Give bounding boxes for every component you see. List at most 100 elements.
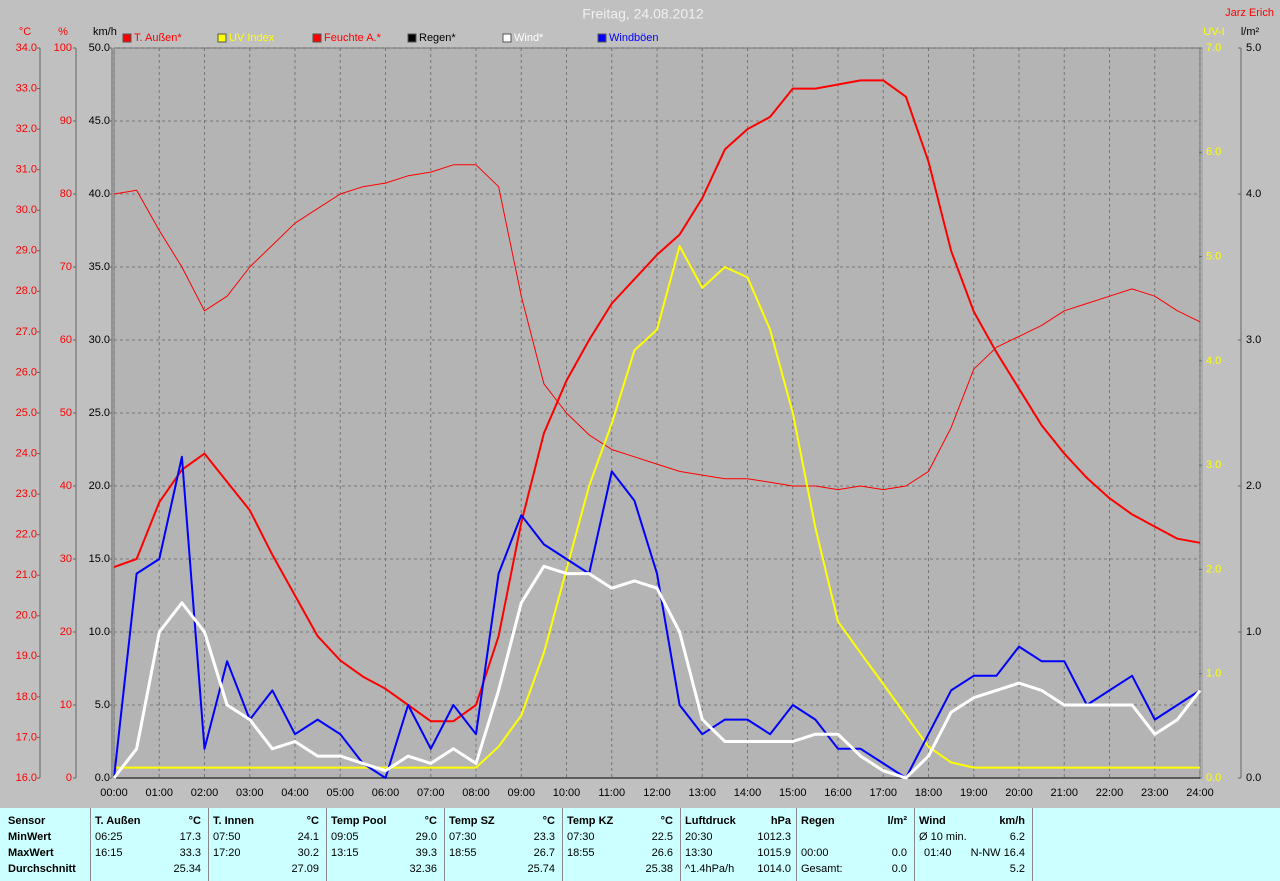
legend-swatch	[597, 33, 607, 43]
x-tick-label: 20:00	[1005, 787, 1033, 799]
column-unit: °C	[424, 815, 437, 827]
legend-swatch	[407, 33, 417, 43]
x-tick-label: 22:00	[1096, 787, 1124, 799]
cell-value: 25.74	[527, 863, 555, 875]
cell-value: 22.5	[651, 831, 673, 843]
legend-label: Windböen	[609, 32, 659, 44]
y-tick-label: 70	[60, 261, 72, 273]
column-separator	[914, 808, 915, 881]
column-header: Wind	[919, 815, 946, 827]
cell-value: 6.2	[1009, 831, 1025, 843]
y-tick-label: 6.0	[1206, 146, 1221, 158]
y-tick-label: 22.0	[16, 529, 37, 541]
y-tick-label: 29.0	[16, 245, 37, 257]
y-tick-label: 25.0	[16, 407, 37, 419]
column-header: T. Innen	[213, 815, 254, 827]
y-tick-label: 10	[60, 699, 72, 711]
legend-label: Feuchte A.*	[324, 32, 382, 44]
row-label: MaxWert	[8, 847, 54, 859]
y-tick-label: 40.0	[89, 188, 110, 200]
legend-label: Regen*	[419, 32, 456, 44]
x-tick-label: 07:00	[417, 787, 445, 799]
y-tick-label: 0.0	[1246, 772, 1261, 784]
y-tick-label: 24.0	[16, 447, 37, 459]
cell-value: 29.0	[415, 831, 437, 843]
column-header: Temp KZ	[567, 815, 614, 827]
cell-time: 18:55	[449, 847, 477, 859]
column-unit: °C	[306, 815, 319, 827]
axis-unit: %	[58, 26, 68, 38]
summary-table: Sensor MinWert MaxWert Durchschnitt T. Außen…	[0, 808, 1280, 881]
y-tick-label: 1.0	[1246, 626, 1261, 638]
y-tick-label: 4.0	[1246, 188, 1261, 200]
y-tick-label: 50	[60, 407, 72, 419]
cell-time: 17:20	[213, 847, 241, 859]
x-tick-label: 04:00	[281, 787, 309, 799]
y-tick-label: 27.0	[16, 326, 37, 338]
y-tick-label: 10.0	[89, 626, 110, 638]
column-separator	[1032, 808, 1033, 881]
y-tick-label: 60	[60, 334, 72, 346]
y-tick-label: 5.0	[1246, 42, 1261, 54]
y-tick-label: 20.0	[16, 610, 37, 622]
axis-unit: l/m²	[1241, 26, 1260, 38]
y-tick-label: 45.0	[89, 115, 110, 127]
y-tick-label: 3.0	[1206, 459, 1221, 471]
y-tick-label: 80	[60, 188, 72, 200]
y-tick-label: 15.0	[89, 553, 110, 565]
y-tick-label: 18.0	[16, 691, 37, 703]
axis-unit: UV-I	[1203, 26, 1224, 38]
x-tick-label: 05:00	[326, 787, 354, 799]
cell-time: ^1.4hPa/h	[685, 863, 735, 875]
series-line	[113, 455, 1201, 779]
y-tick-label: 34.0	[16, 42, 37, 54]
y-tick-label: 28.0	[16, 285, 37, 297]
x-tick-label: 12:00	[643, 787, 671, 799]
cell-value: 17.3	[179, 831, 201, 843]
cell-value: 33.3	[179, 847, 201, 859]
x-tick-label: 03:00	[236, 787, 264, 799]
x-tick-label: 14:00	[734, 787, 762, 799]
column-header: T. Außen	[95, 815, 141, 827]
y-tick-label: 20.0	[89, 480, 110, 492]
cell-value: 1012.3	[757, 831, 791, 843]
x-tick-label: 16:00	[824, 787, 852, 799]
x-tick-label: 08:00	[462, 787, 490, 799]
axis-unit: °C	[19, 26, 31, 38]
legend-swatch	[502, 33, 512, 43]
x-tick-label: 15:00	[779, 787, 807, 799]
column-separator	[90, 808, 91, 881]
column-separator	[680, 808, 681, 881]
y-tick-label: 26.0	[16, 366, 37, 378]
cell-time: 13:15	[331, 847, 359, 859]
series-line	[112, 564, 1202, 780]
y-tick-label: 2.0	[1206, 563, 1221, 575]
legend-swatch	[312, 33, 322, 43]
cell-time: 09:05	[331, 831, 359, 843]
cell-value: N-NW 16.4	[970, 847, 1025, 859]
cell-value: 25.34	[173, 863, 201, 875]
cell-time: Ø 10 min.	[919, 831, 967, 843]
y-tick-label: 90	[60, 115, 72, 127]
cell-value: 26.7	[533, 847, 555, 859]
cell-value: 23.3	[533, 831, 555, 843]
y-tick-label: 4.0	[1206, 355, 1221, 367]
y-tick-label: 20	[60, 626, 72, 638]
series-line	[114, 245, 1200, 769]
legend-label: T. Außen*	[134, 32, 182, 44]
y-tick-label: 7.0	[1206, 42, 1221, 54]
axis-unit: km/h	[93, 26, 117, 38]
y-tick-label: 30	[60, 553, 72, 565]
y-tick-label: 40	[60, 480, 72, 492]
legend-label: UV Index	[229, 32, 275, 44]
y-tick-label: 33.0	[16, 82, 37, 94]
author: Jarz Erich	[1225, 7, 1274, 19]
column-header: Regen	[801, 815, 835, 827]
cell-time: 20:30	[685, 831, 713, 843]
column-unit: °C	[542, 815, 555, 827]
y-tick-label: 16.0	[16, 772, 37, 784]
y-tick-label: 50.0	[89, 42, 110, 54]
y-tick-label: 21.0	[16, 569, 37, 581]
row-label: MinWert	[8, 831, 52, 843]
